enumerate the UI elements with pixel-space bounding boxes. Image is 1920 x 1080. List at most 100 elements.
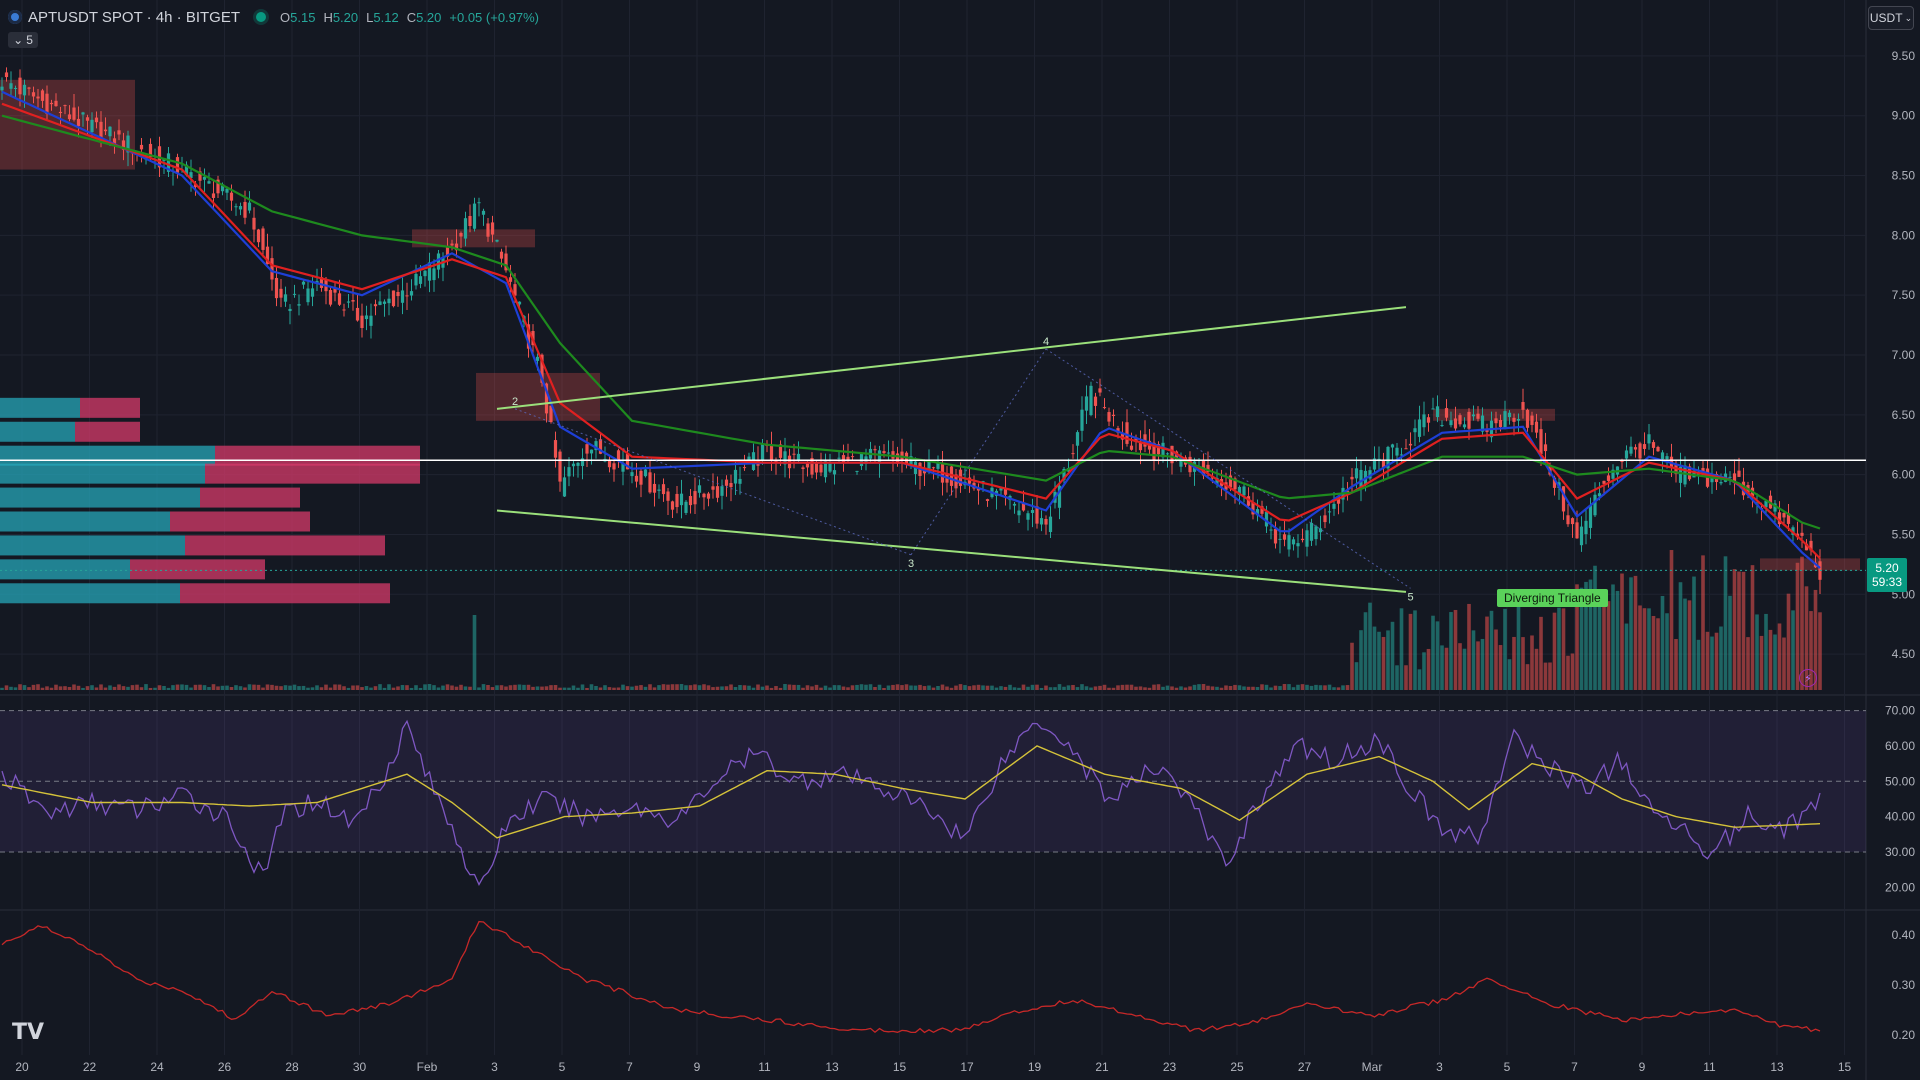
x-tick-label: 7	[626, 1060, 633, 1074]
volume-bar	[1741, 571, 1746, 690]
indicators-toggle[interactable]: ⌄ 5	[8, 32, 38, 48]
candle-body	[126, 135, 130, 153]
candle-body	[1048, 516, 1053, 533]
candle-body	[886, 452, 891, 454]
candle-body	[1039, 518, 1044, 525]
candle-body	[1093, 396, 1098, 406]
volume-bar	[1107, 687, 1111, 690]
volume-bar	[558, 687, 562, 690]
volume-bar	[549, 685, 553, 690]
candle-body	[1584, 520, 1588, 535]
candle-body	[49, 102, 54, 105]
candle-body	[63, 105, 67, 107]
volume-bar	[828, 687, 832, 690]
pattern-label[interactable]: Diverging Triangle	[1497, 589, 1608, 607]
candle-body	[27, 87, 31, 89]
volume-bar	[1197, 684, 1201, 690]
volume-bar	[810, 686, 814, 690]
volume-bar	[1030, 684, 1035, 690]
candle-body	[351, 300, 355, 302]
volume-bar	[175, 684, 180, 690]
wave-point-label: 3	[908, 558, 914, 570]
triangle-line	[496, 306, 1407, 410]
candle-body	[819, 464, 823, 473]
candle-body	[1017, 510, 1021, 516]
volume-bar	[1336, 687, 1341, 690]
volume-bar	[310, 687, 315, 690]
candle-body	[238, 206, 243, 210]
candle-body	[985, 499, 990, 501]
volume-profile-buy	[0, 559, 130, 580]
volume-bar	[670, 684, 675, 690]
candle-body	[567, 467, 571, 477]
volume-bar	[40, 687, 45, 690]
lightning-icon[interactable]: ⚡	[1799, 669, 1817, 687]
candle-body	[373, 304, 378, 307]
volume-bar	[765, 685, 769, 690]
volume-bar	[1008, 684, 1012, 690]
candle-body	[108, 126, 112, 137]
volume-bar	[855, 684, 859, 690]
volume-bar	[1624, 623, 1629, 690]
candle-body	[18, 77, 22, 95]
volume-bar	[112, 686, 117, 690]
candle-body	[405, 295, 409, 297]
volume-bar	[949, 687, 954, 690]
candle-body	[1084, 396, 1089, 411]
volume-bar	[706, 685, 711, 690]
wave-point-label: 4	[1043, 336, 1049, 348]
candle-body	[283, 294, 288, 302]
candle-body	[400, 290, 405, 303]
volume-bar	[675, 684, 679, 690]
candle-body	[40, 90, 45, 101]
symbol-title[interactable]: APTUSDT SPOT · 4h · BITGET	[28, 8, 240, 26]
volume-bar	[1494, 629, 1498, 690]
volume-bar	[387, 684, 391, 690]
candle-body	[279, 288, 283, 298]
x-tick-label: 15	[893, 1060, 907, 1074]
volume-bar	[580, 684, 585, 690]
candle-body	[670, 501, 675, 510]
candle-body	[1588, 505, 1593, 528]
volume-bar	[1012, 687, 1017, 690]
candle-body	[1422, 414, 1426, 428]
volume-bar	[720, 686, 724, 690]
volume-bar	[931, 687, 936, 690]
volume-bar	[1696, 639, 1701, 690]
x-tick-label: 5	[559, 1060, 566, 1074]
candle-body	[1404, 448, 1408, 450]
candle-body	[1075, 432, 1080, 446]
chevron-down-icon: ⌄	[1904, 12, 1913, 23]
candle-body	[1480, 415, 1485, 432]
volume-bar	[891, 684, 895, 690]
close-label: C	[406, 9, 417, 25]
volume-bar	[1300, 684, 1305, 690]
volume-bar	[711, 687, 715, 690]
y-tick-label: 5.50	[1892, 527, 1916, 541]
candle-body	[288, 308, 292, 312]
x-tick-label: 5	[1504, 1060, 1511, 1074]
volume-profile-sell	[80, 397, 140, 418]
wave-point-label: 5	[1407, 591, 1413, 603]
volume-bar	[1480, 638, 1485, 690]
candle-body	[648, 472, 652, 493]
volume-bar	[351, 685, 355, 690]
volume-bar	[1804, 586, 1809, 690]
candle-body	[1080, 409, 1084, 431]
volume-bar	[756, 684, 760, 690]
volume-bar	[963, 685, 967, 690]
candle-body	[724, 479, 729, 486]
candle-body	[711, 486, 715, 490]
volume-bar	[1111, 687, 1116, 690]
candle-body	[396, 291, 400, 297]
last-price-tag: 5.20 59:33	[1867, 558, 1907, 592]
candle-body	[468, 215, 472, 227]
candle-body	[445, 245, 450, 257]
candle-body	[409, 291, 414, 296]
volume-bar	[67, 686, 72, 690]
currency-selector[interactable]: USDT ⌄	[1868, 6, 1914, 30]
volume-bar	[229, 687, 234, 690]
volume-bar	[13, 687, 18, 690]
tradingview-logo-icon[interactable]: TV	[12, 1020, 45, 1045]
